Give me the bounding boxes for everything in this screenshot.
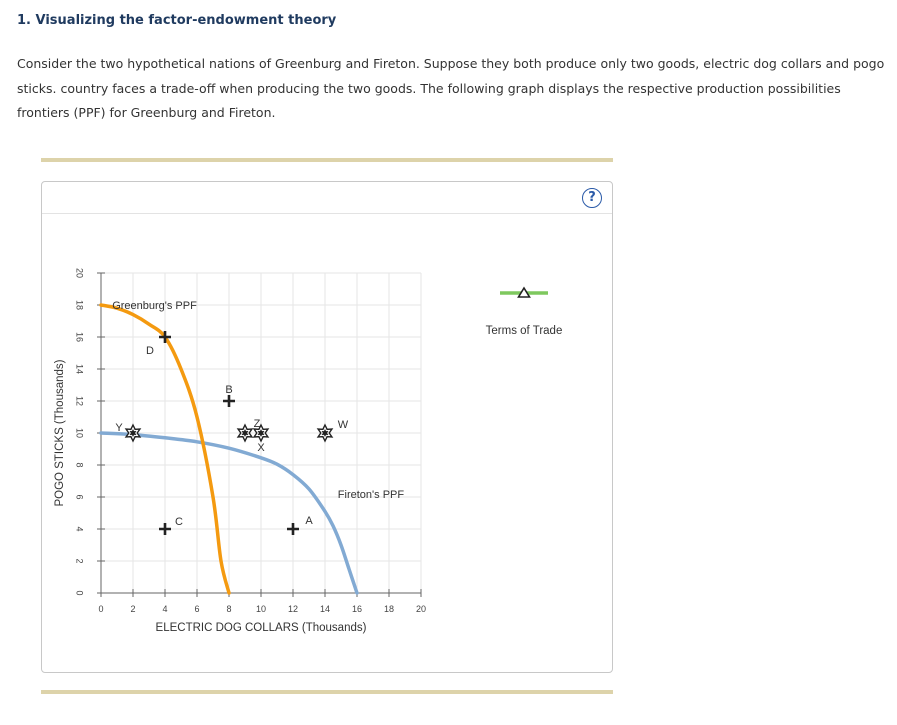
top-divider (41, 158, 613, 162)
question-text: Consider the two hypothetical nations of… (17, 56, 885, 120)
question-title: 1. Visualizing the factor-endowment theo… (17, 13, 337, 28)
help-icon[interactable]: ? (582, 188, 602, 208)
graph-panel-header: ? (42, 182, 612, 214)
bottom-divider (41, 690, 613, 694)
graph-panel: ? (41, 181, 613, 673)
